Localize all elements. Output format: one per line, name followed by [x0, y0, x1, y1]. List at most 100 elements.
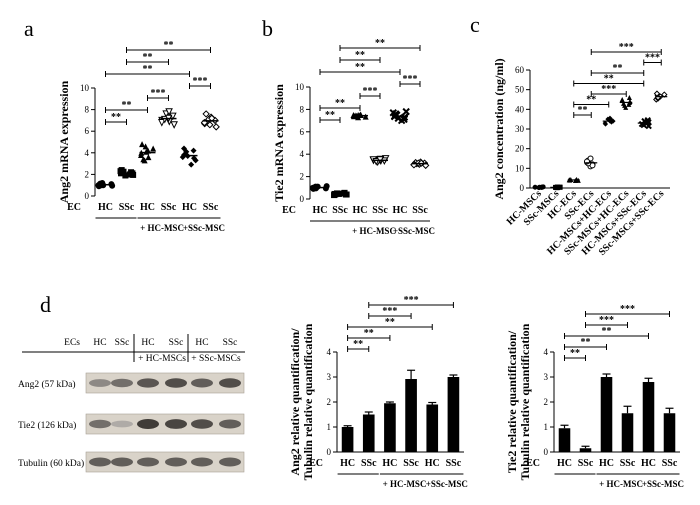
- chart-a-category-label: HC: [98, 202, 113, 213]
- chart-d3-bar: [558, 428, 571, 452]
- chart-a-point: [120, 168, 127, 175]
- chart-a-point: [158, 119, 166, 127]
- chart-a-category-label: HC: [140, 202, 155, 213]
- chart-b-row-label: EC: [282, 205, 296, 216]
- chart-a-point: [138, 151, 145, 158]
- chart-d2-sig-label: **: [385, 317, 395, 328]
- chart-c-sig-label: ***: [645, 53, 660, 64]
- chart-a-point: [188, 161, 195, 168]
- blot-band: [89, 379, 111, 387]
- chart-d2-bar: [426, 404, 439, 452]
- chart-a-group-label: + HC-MSC: [140, 223, 184, 233]
- chart-d3-y-tick-label: 3: [544, 372, 549, 382]
- chart-a-sig-label: ***: [151, 88, 166, 99]
- blot-lane-label: SSc: [223, 338, 238, 348]
- blot-band: [219, 378, 241, 388]
- chart-d2-category-label: HC: [425, 458, 440, 469]
- chart-d2-category-label: SSc: [446, 458, 462, 469]
- chart-a-point: [145, 154, 152, 161]
- chart-d2-bar: [384, 403, 396, 452]
- chart-a-point: [190, 147, 197, 154]
- chart-b-y-tick-label: 0: [300, 194, 305, 204]
- blot-band: [137, 378, 159, 388]
- blot-band: [191, 378, 213, 388]
- chart-a-y-tick-label: 6: [85, 126, 90, 136]
- chart-c-y-label: Ang2 concentration (ng/ml): [492, 58, 506, 199]
- blot-band-label: Tie2 (126 kDa): [18, 420, 76, 431]
- chart-d2-category-label: HC: [340, 458, 355, 469]
- chart-a-point: [142, 143, 149, 150]
- chart-a-sig-label: **: [164, 40, 174, 51]
- chart-a-group-label: +SSc-MSC: [183, 223, 225, 233]
- chart-d2-category-label: SSc: [403, 458, 419, 469]
- chart-b-y-tick-label: 10: [295, 82, 305, 92]
- chart-d2-group-label: + HC-MSC: [383, 479, 427, 489]
- chart-b-sig-label: **: [325, 110, 335, 121]
- chart-d2-y-label: Ang2 relative quantification/: [288, 328, 302, 476]
- chart-b-point: [400, 115, 408, 124]
- chart-d2-bar: [362, 414, 375, 452]
- chart-d3-category-label: HC: [641, 458, 656, 469]
- chart-d2-category-label: SSc: [361, 458, 377, 469]
- chart-d3-group-label: + HC-MSC: [599, 479, 643, 489]
- chart-a-y-tick-label: 0: [85, 191, 90, 201]
- chart-b-y-label: Tie2 mRNA expression: [272, 84, 286, 202]
- chart-d2-sig-label: ***: [404, 295, 419, 306]
- chart-d3-bar: [579, 448, 592, 452]
- chart-b-point: [362, 113, 369, 120]
- blot-band: [165, 457, 187, 467]
- chart-a-point: [140, 156, 147, 163]
- chart-b-category-label: SSc: [372, 205, 388, 216]
- chart-b-category-label: HC: [313, 205, 328, 216]
- chart-d3-bar: [663, 413, 676, 452]
- chart-a-y-tick-label: 10: [80, 83, 90, 93]
- chart-b-point: [322, 185, 329, 192]
- chart-c-point: [626, 95, 632, 101]
- chart-d3-category-label: SSc: [662, 458, 678, 469]
- chart-a-point: [150, 145, 157, 152]
- chart-d3-y-label-2: Tubulin relative quantification: [518, 323, 532, 480]
- chart-d2-row-label: EC: [309, 458, 323, 469]
- blot-band: [89, 457, 111, 467]
- chart-c-point: [619, 97, 625, 103]
- chart-d3-sig-label: **: [581, 337, 591, 348]
- chart-b-category-label: HC: [353, 205, 368, 216]
- chart-b-category-label: SSc: [332, 205, 348, 216]
- chart-a-point: [122, 172, 129, 179]
- chart-d2-y-tick-label: 1: [327, 422, 332, 432]
- panel-letter-d: d: [40, 292, 51, 317]
- chart-a-sig-label: **: [143, 64, 153, 75]
- chart-d2-sig-label: **: [364, 328, 374, 339]
- chart-b-sig-label: **: [375, 38, 385, 49]
- blot-band: [219, 419, 241, 429]
- blot-lane-label: SSc: [115, 338, 130, 348]
- chart-a-point: [170, 121, 178, 129]
- chart-d2-bar: [447, 377, 460, 452]
- chart-d2-y-tick-label: 3: [327, 372, 332, 382]
- chart-b-category-label: HC: [393, 205, 408, 216]
- chart-c-point: [626, 101, 632, 107]
- chart-a-point: [180, 145, 187, 152]
- chart-c-point: [638, 120, 646, 128]
- chart-b-point: [314, 183, 321, 190]
- chart-c-point: [607, 115, 613, 121]
- blot-band: [111, 378, 133, 388]
- chart-a-category-label: SSc: [161, 202, 177, 213]
- panel-letter-b: b: [262, 16, 273, 41]
- chart-b-sig-label: **: [335, 98, 345, 109]
- chart-c-sig-label: **: [613, 63, 623, 74]
- chart-d3-category-label: HC: [599, 458, 614, 469]
- chart-d3-sig-label: **: [602, 326, 612, 337]
- chart-a-sig-label: **: [143, 52, 153, 63]
- chart-a-point: [202, 110, 210, 118]
- panel-letter-a: a: [24, 16, 34, 41]
- chart-c-ang2-concentration: 0 10 20 30 40 50 60 Ang2 concentration (ng/ml) *…: [492, 42, 670, 258]
- chart-d2-sig-label: ***: [382, 306, 397, 317]
- blot-lane-label: SSc: [169, 338, 184, 348]
- chart-d3-sig-label: ***: [599, 315, 614, 326]
- chart-d3-y-tick-label: 0: [544, 447, 549, 457]
- chart-c-sig-label: **: [586, 95, 596, 106]
- chart-d2-bar: [405, 379, 417, 452]
- chart-a-category-label: SSc: [119, 202, 135, 213]
